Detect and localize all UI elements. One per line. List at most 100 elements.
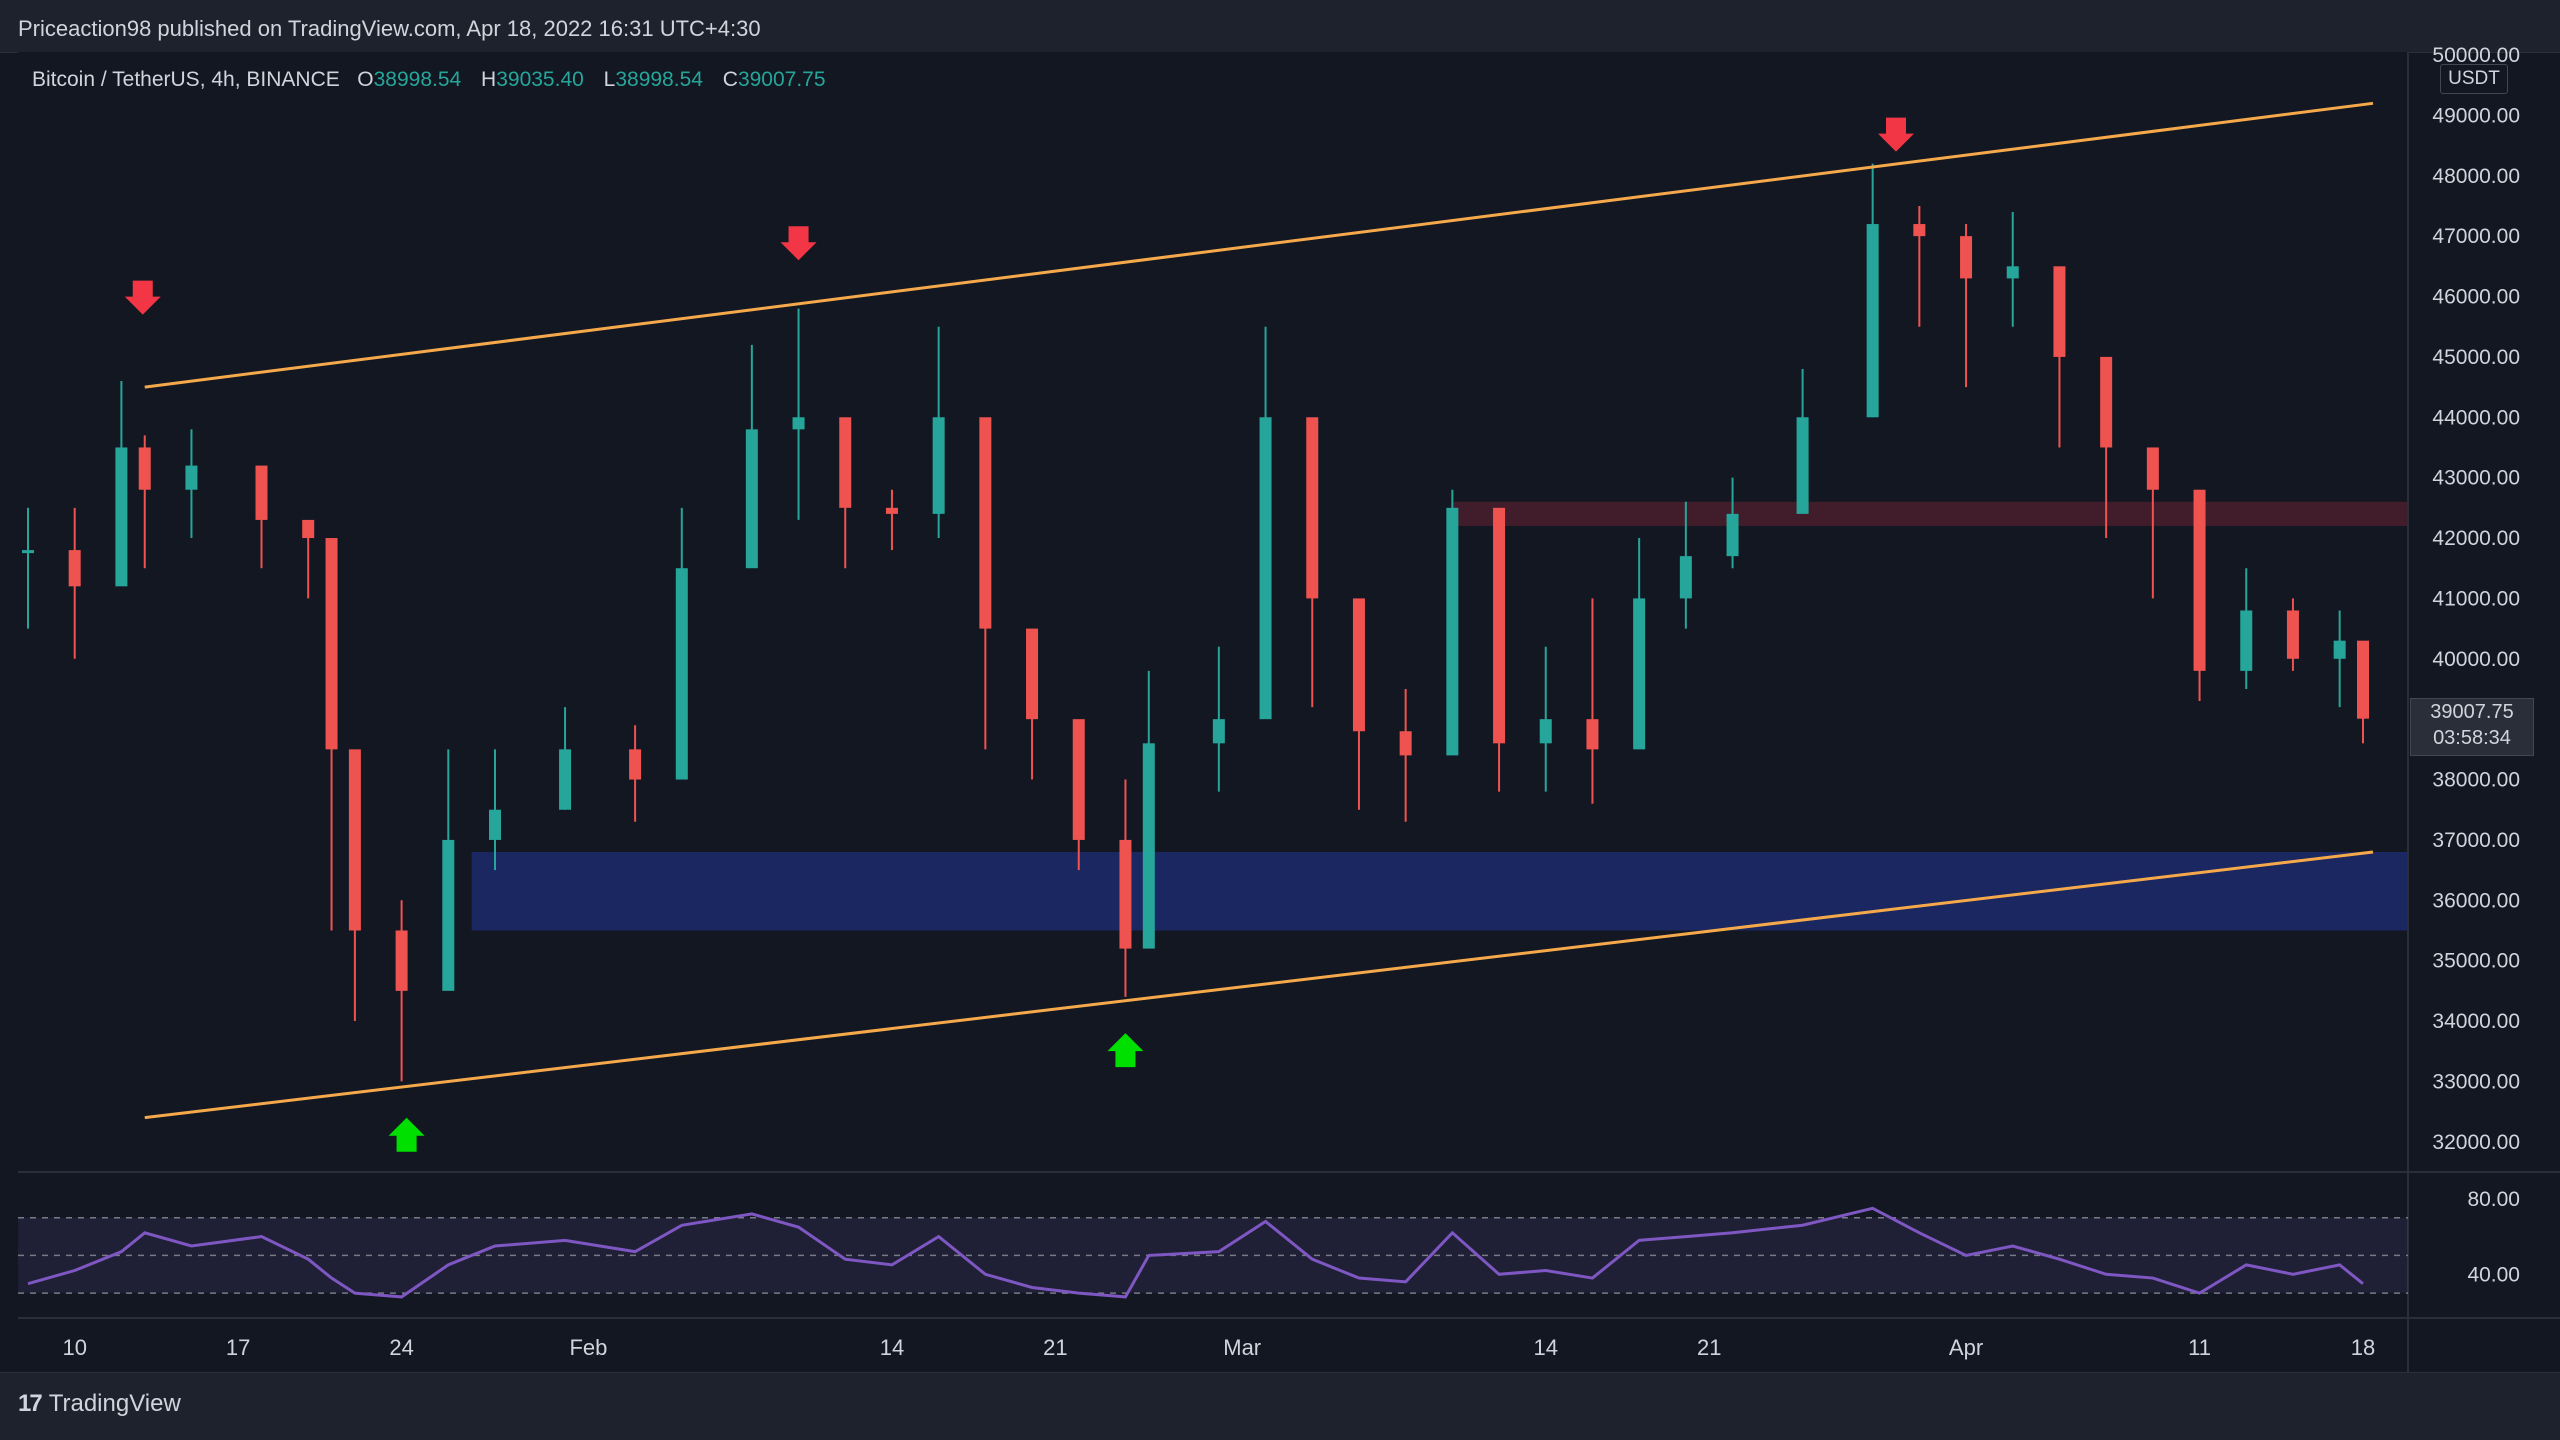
candle-body [1399, 731, 1412, 756]
symbol-label: Bitcoin / TetherUS, 4h, BINANCE [32, 68, 340, 91]
candle-body [629, 749, 642, 780]
price-tick-label: 50000.00 [2432, 44, 2520, 67]
candle-body [1726, 513, 1739, 557]
price-tick-label: 38000.00 [2432, 769, 2520, 792]
candle-body [2100, 356, 2113, 448]
candle-body [675, 568, 688, 780]
candle-body [1586, 719, 1599, 750]
candle-body [255, 465, 268, 520]
candle-body [489, 809, 501, 840]
footer-bar [0, 1372, 2560, 1440]
candle-body [885, 507, 898, 514]
time-tick-label: 21 [1043, 1335, 1067, 1360]
candle-body [2006, 266, 2019, 279]
candle-body [932, 417, 945, 514]
candle-body [2333, 640, 2346, 659]
candle-body [185, 465, 198, 490]
time-tick-label: Mar [1223, 1335, 1261, 1360]
candle-body [1446, 507, 1459, 756]
currency-label[interactable]: USDT [2440, 64, 2508, 94]
time-tick-label: Apr [1949, 1335, 1983, 1360]
down-arrow-icon [1878, 117, 1914, 152]
candle-body [1119, 839, 1132, 949]
candle-body [1026, 628, 1039, 720]
price-tick-label: 40000.00 [2432, 648, 2520, 671]
price-tick-label: 43000.00 [2432, 467, 2520, 490]
publisher-text: Priceaction98 published on TradingView.c… [18, 16, 761, 41]
high-key: H [481, 68, 497, 91]
bar-countdown: 03:58:34 [2433, 727, 2511, 749]
candle-body [2286, 610, 2299, 659]
low-key: L [603, 68, 616, 91]
time-tick-label: 18 [2351, 1335, 2375, 1360]
candle-body [1352, 598, 1365, 732]
time-tick-label: Feb [569, 1335, 607, 1360]
candle-body [1679, 556, 1692, 599]
rsi-tick-label: 80.00 [2467, 1188, 2520, 1211]
down-arrow-icon [780, 226, 817, 261]
candle-body [115, 447, 128, 587]
time-tick-label: 14 [1534, 1335, 1558, 1360]
close-key: C [722, 68, 738, 91]
candle-body [1796, 417, 1809, 514]
resistance-zone [1452, 501, 2408, 526]
candle-body [745, 429, 758, 569]
last-price-label: 39007.75 03:58:34 [2410, 698, 2534, 756]
candle-body [1539, 719, 1552, 744]
time-tick-label: 17 [226, 1335, 250, 1360]
upper-trendline [144, 101, 2374, 389]
close-value: 39007.75 [737, 68, 826, 91]
price-tick-label: 36000.00 [2432, 889, 2520, 912]
candle-body [1960, 236, 1973, 279]
candle-body [395, 930, 408, 991]
last-price-value: 39007.75 [2430, 701, 2514, 723]
tradingview-brand[interactable]: 17 TradingView [18, 1390, 181, 1418]
ohlc-legend: Bitcoin / TetherUS, 4h, BINANCE O38998.5… [32, 68, 840, 92]
candle-body [2053, 266, 2066, 357]
high-value: 39035.40 [496, 68, 584, 91]
candle-body [2240, 610, 2253, 671]
price-tick-label: 33000.00 [2432, 1070, 2520, 1093]
candle-body [979, 417, 992, 629]
candle-body [442, 839, 455, 991]
brand-name: TradingView [48, 1390, 181, 1417]
candle-body [1866, 224, 1879, 418]
time-tick-label: 10 [62, 1335, 86, 1360]
time-tick-label: 14 [880, 1335, 904, 1360]
down-arrow-icon [124, 280, 161, 315]
candle-body [2146, 447, 2159, 490]
candle-body [559, 749, 572, 810]
price-chart[interactable]: 80.00 40.00 50000.00 49000.00 48000.00 47000… [0, 0, 2560, 1372]
price-tick-label: 35000.00 [2432, 950, 2520, 973]
candle-body [2357, 640, 2369, 719]
candle-body [1913, 224, 1926, 237]
support-zone [471, 851, 2408, 931]
low-value: 38998.54 [615, 68, 703, 91]
open-value: 38998.54 [373, 68, 462, 91]
rsi-tick-label: 40.00 [2467, 1263, 2520, 1286]
candle-body [68, 550, 81, 587]
price-tick-label: 34000.00 [2432, 1010, 2520, 1033]
candle-body [1493, 507, 1506, 744]
price-tick-label: 46000.00 [2432, 286, 2520, 309]
price-tick-label: 37000.00 [2432, 829, 2520, 852]
rsi-line [27, 1206, 2364, 1299]
candle-body [839, 417, 852, 508]
candle-body [1259, 417, 1272, 720]
price-tick-label: 32000.00 [2432, 1131, 2520, 1154]
price-tick-label: 49000.00 [2432, 104, 2520, 127]
candle-body [2193, 489, 2206, 671]
publisher-bar: Priceaction98 published on TradingView.c… [0, 0, 2560, 53]
candle-body [792, 417, 805, 430]
price-tick-label: 44000.00 [2432, 406, 2520, 429]
candle-body [22, 550, 34, 554]
lower-trendline [144, 850, 2374, 1120]
up-arrow-icon [388, 1117, 425, 1152]
candle-body [302, 519, 315, 539]
price-tick-label: 42000.00 [2432, 527, 2520, 550]
time-tick-label: 11 [2188, 1335, 2211, 1360]
time-tick-label: 21 [1697, 1335, 1721, 1360]
candle-body [1633, 598, 1646, 750]
candle-body [325, 538, 338, 750]
candle-body [1072, 719, 1085, 840]
